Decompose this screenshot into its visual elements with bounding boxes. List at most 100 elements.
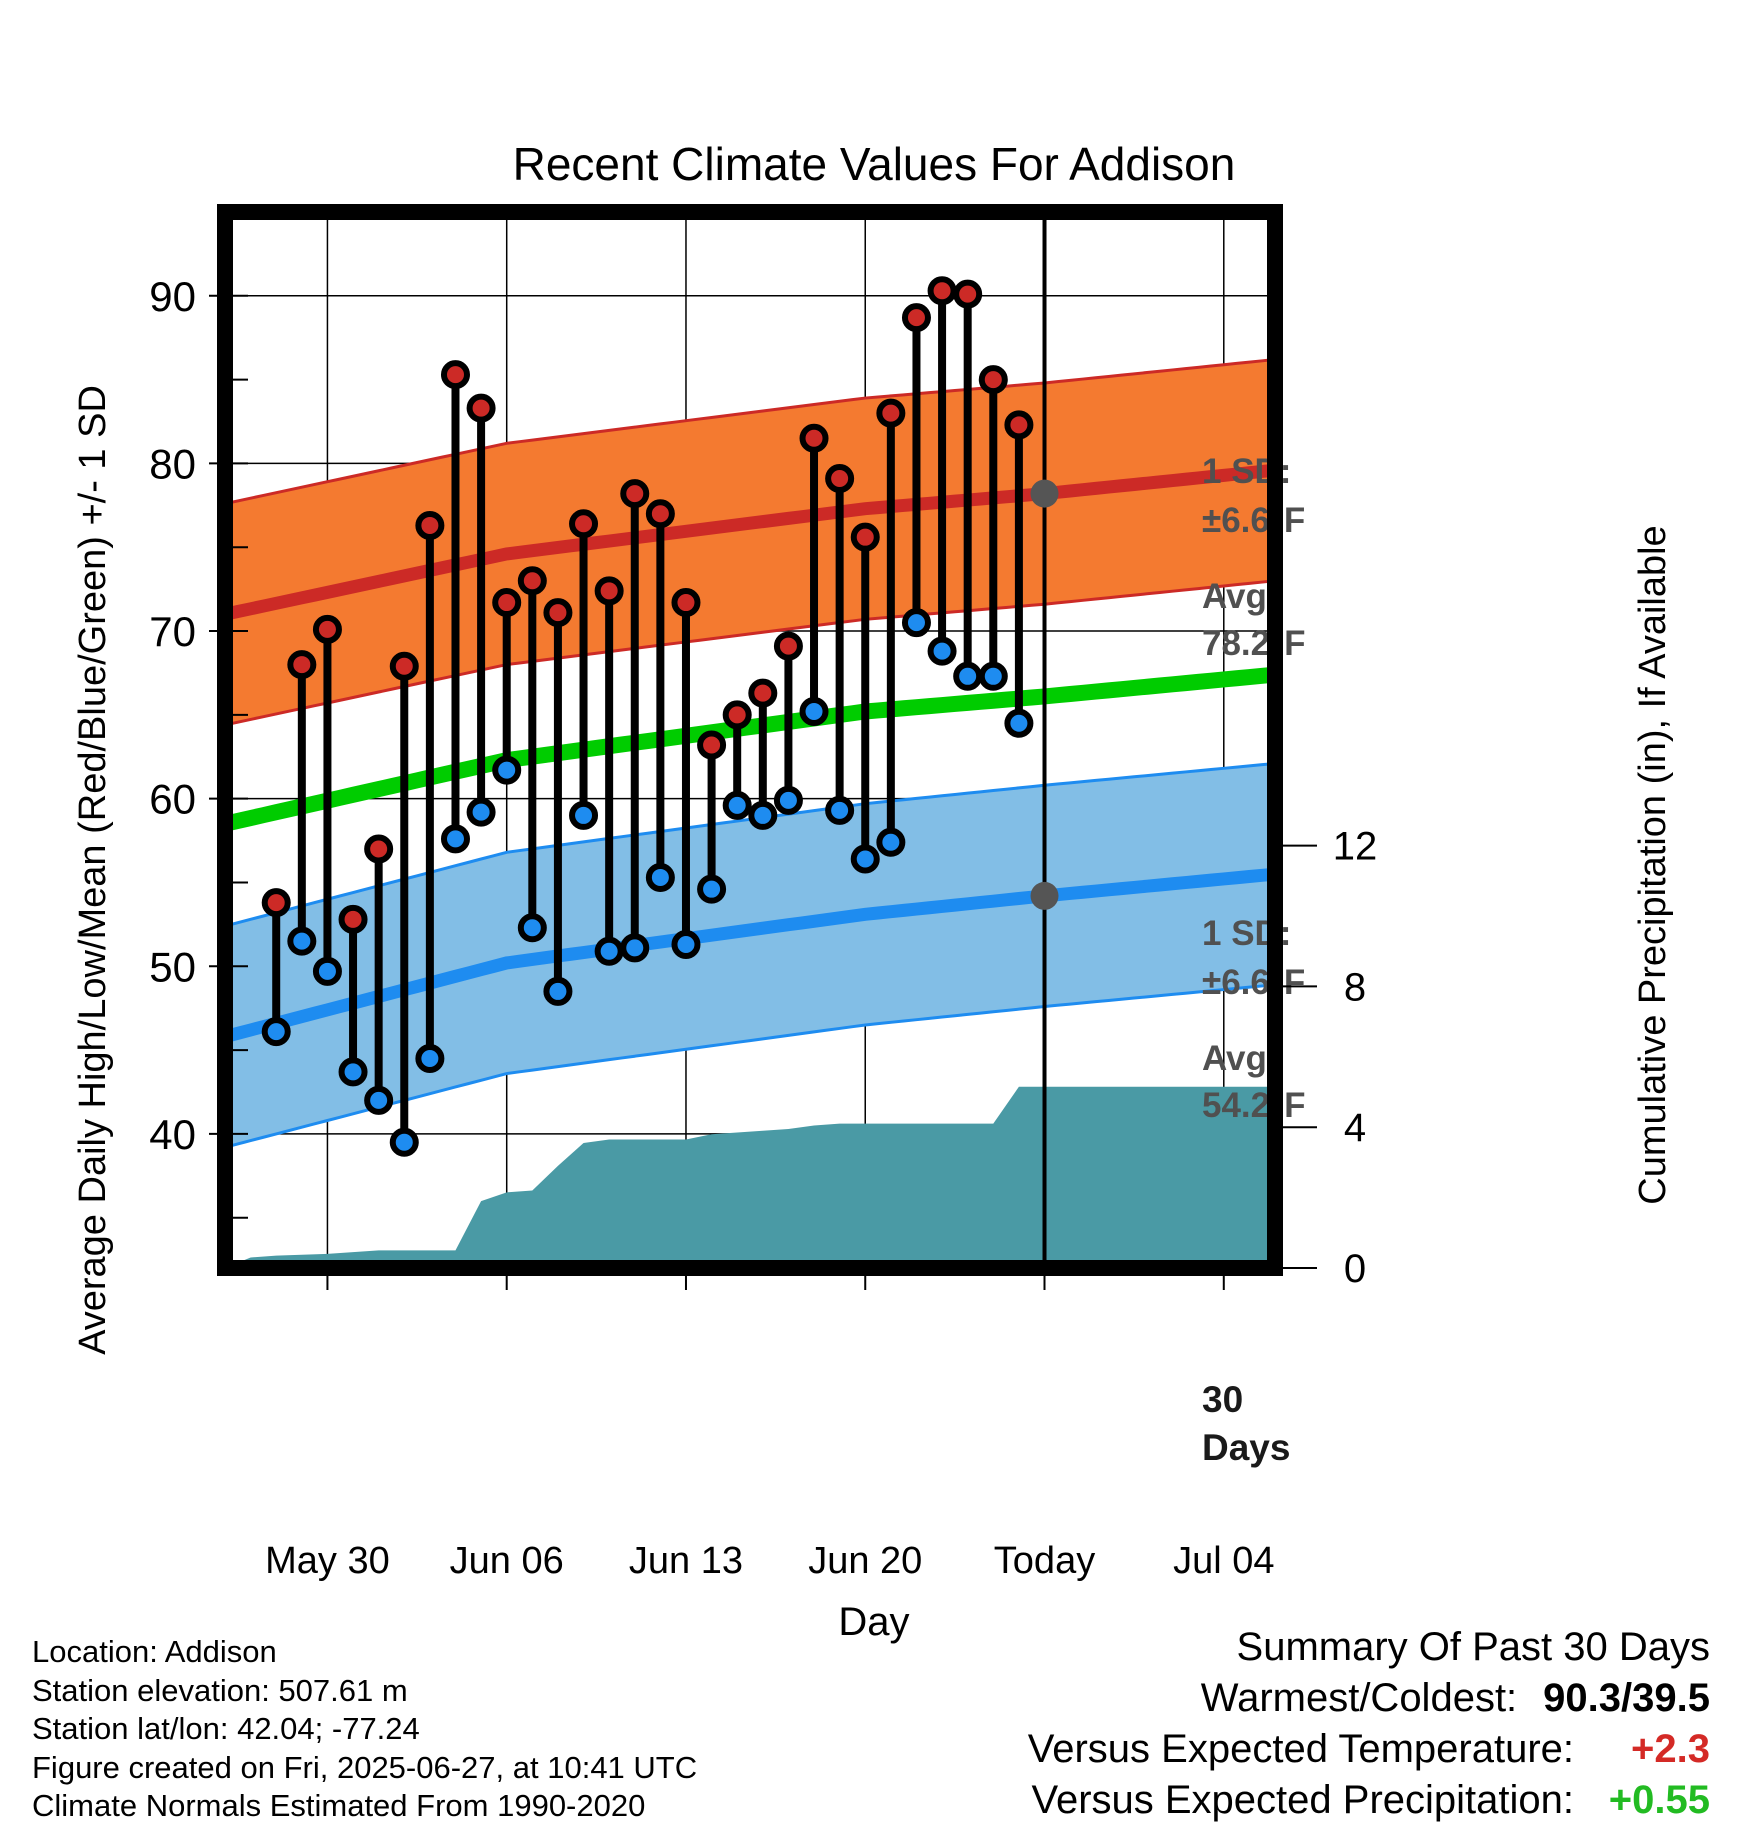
daily-low-point bbox=[748, 800, 778, 830]
location-text: Location: Addison bbox=[32, 1634, 277, 1669]
temp-label: Versus Expected Temperature: bbox=[1027, 1727, 1574, 1771]
summary-title: Summary Of Past 30 Days bbox=[1236, 1625, 1710, 1669]
high-sd-band bbox=[225, 359, 1275, 725]
y2-tick-label: 4 bbox=[1344, 1106, 1366, 1150]
daily-high-point bbox=[697, 730, 727, 760]
x-tick-label: Jun 06 bbox=[450, 1540, 564, 1582]
daily-low-point bbox=[1004, 708, 1034, 738]
x-tick-label: Jun 13 bbox=[629, 1540, 743, 1582]
high-band-edge-upper bbox=[225, 358, 1275, 506]
today-avg-high-marker bbox=[1030, 479, 1059, 508]
daily-low-point bbox=[364, 1085, 394, 1115]
daily-high-point bbox=[287, 650, 317, 680]
temp-row: Versus Expected Temperature: +2.3 bbox=[1028, 1724, 1710, 1775]
daily-low-point bbox=[799, 697, 829, 727]
daily-high-point bbox=[620, 479, 650, 509]
plot-frame bbox=[217, 204, 1283, 1276]
normals-text: Climate Normals Estimated From 1990-2020 bbox=[32, 1788, 646, 1823]
avg-high-line bbox=[225, 463, 1275, 621]
daily-high-point bbox=[389, 651, 419, 681]
avg-low-line bbox=[225, 867, 1275, 1043]
daily-high-point bbox=[466, 393, 496, 423]
y-axis-label: Average Daily High/Low/Mean (Red/Blue/Gr… bbox=[72, 385, 114, 1355]
daily-low-point bbox=[953, 661, 983, 691]
daily-low-point bbox=[722, 790, 752, 820]
daily-high-point bbox=[799, 423, 829, 453]
period-label-line2: Days bbox=[1202, 1427, 1290, 1468]
daily-high-point bbox=[722, 700, 752, 730]
daily-high-point bbox=[825, 464, 855, 494]
y-tick-label: 90 bbox=[149, 273, 196, 320]
elevation-text: Station elevation: 507.61 m bbox=[32, 1672, 408, 1708]
daily-high-point bbox=[492, 588, 522, 618]
daily-high-point bbox=[517, 566, 547, 596]
low-sd-value: ±6.6°F bbox=[1202, 963, 1305, 1002]
daily-low-point bbox=[543, 976, 573, 1006]
daily-low-point bbox=[978, 661, 1008, 691]
precip-label: Versus Expected Precipitation: bbox=[1031, 1778, 1574, 1822]
latlon-text: Station lat/lon: 42.04; -77.24 bbox=[32, 1711, 420, 1746]
x-tick-label: May 30 bbox=[265, 1540, 390, 1582]
today-avg-low-marker bbox=[1030, 881, 1059, 910]
y2-tick-label: 12 bbox=[1333, 825, 1378, 869]
daily-high-point bbox=[978, 365, 1008, 395]
daily-high-point bbox=[415, 510, 445, 540]
warm-cold-value: 90.3/39.5 bbox=[1543, 1676, 1710, 1720]
plot-interior bbox=[225, 212, 1275, 1268]
daily-low-point bbox=[773, 785, 803, 815]
daily-high-point bbox=[338, 904, 368, 934]
high-sd-value: ±6.6°F bbox=[1202, 501, 1305, 540]
daily-low-point bbox=[927, 636, 957, 666]
x-axis-label: Day bbox=[838, 1600, 909, 1644]
daily-low-point bbox=[492, 755, 522, 785]
high-avg-label: Avg: bbox=[1202, 577, 1278, 616]
daily-high-point bbox=[440, 360, 470, 390]
daily-high-point bbox=[927, 276, 957, 306]
y2-tick-label: 0 bbox=[1344, 1247, 1366, 1291]
station-info: Location: Addison Station elevation: 507… bbox=[32, 1633, 697, 1826]
daily-high-point bbox=[901, 303, 931, 333]
summary-panel: Summary Of Past 30 Days Warmest/Coldest:… bbox=[1028, 1622, 1710, 1826]
high-band-edge-lower bbox=[225, 579, 1275, 727]
y2-tick-label: 8 bbox=[1344, 965, 1366, 1009]
y-tick-label: 50 bbox=[149, 943, 196, 990]
y-tick-label: 70 bbox=[149, 608, 196, 655]
daily-high-point bbox=[312, 614, 342, 644]
daily-high-point bbox=[748, 678, 778, 708]
daily-low-point bbox=[389, 1127, 419, 1157]
daily-low-point bbox=[594, 936, 624, 966]
daily-high-point bbox=[876, 398, 906, 428]
daily-low-point bbox=[850, 844, 880, 874]
x-tick-label: Jun 20 bbox=[808, 1540, 922, 1582]
y2-axis-label: Cumulative Precipitation (in), If Availa… bbox=[1632, 525, 1674, 1204]
axes: 40 50 60 70 80 90 0 4 8 12 May 30 Jun 06 Jun 13 Jun 2… bbox=[149, 204, 1377, 1582]
created-text: Figure created on Fri, 2025-06-27, at 10… bbox=[32, 1749, 698, 1785]
precip-value: +0.55 bbox=[1608, 1778, 1710, 1822]
y-tick-label: 40 bbox=[149, 1111, 196, 1158]
y-tick-label: 80 bbox=[149, 440, 196, 487]
daily-low-point bbox=[620, 933, 650, 963]
daily-low-point bbox=[287, 926, 317, 956]
daily-low-point bbox=[671, 929, 701, 959]
daily-high-point bbox=[364, 834, 394, 864]
daily-low-point bbox=[569, 800, 599, 830]
low-avg-label: Avg: bbox=[1202, 1039, 1278, 1078]
period-label-line1: 30 bbox=[1202, 1379, 1243, 1420]
daily-low-point bbox=[261, 1017, 291, 1047]
warm-cold-label: Warmest/Coldest: bbox=[1200, 1676, 1518, 1720]
daily-high-point bbox=[1004, 410, 1034, 440]
daily-high-point bbox=[773, 631, 803, 661]
precip-row: Versus Expected Precipitation: +0.55 bbox=[1028, 1775, 1710, 1826]
daily-high-point bbox=[543, 598, 573, 628]
precipitation-area bbox=[225, 1086, 1275, 1268]
daily-high-point bbox=[645, 499, 675, 529]
daily-low-point bbox=[825, 795, 855, 825]
daily-high-point bbox=[953, 279, 983, 309]
daily-low-point bbox=[415, 1043, 445, 1073]
low-sd-band bbox=[225, 763, 1275, 1148]
daily-low-point bbox=[645, 862, 675, 892]
daily-low-point bbox=[312, 956, 342, 986]
daily-low-point bbox=[466, 797, 496, 827]
